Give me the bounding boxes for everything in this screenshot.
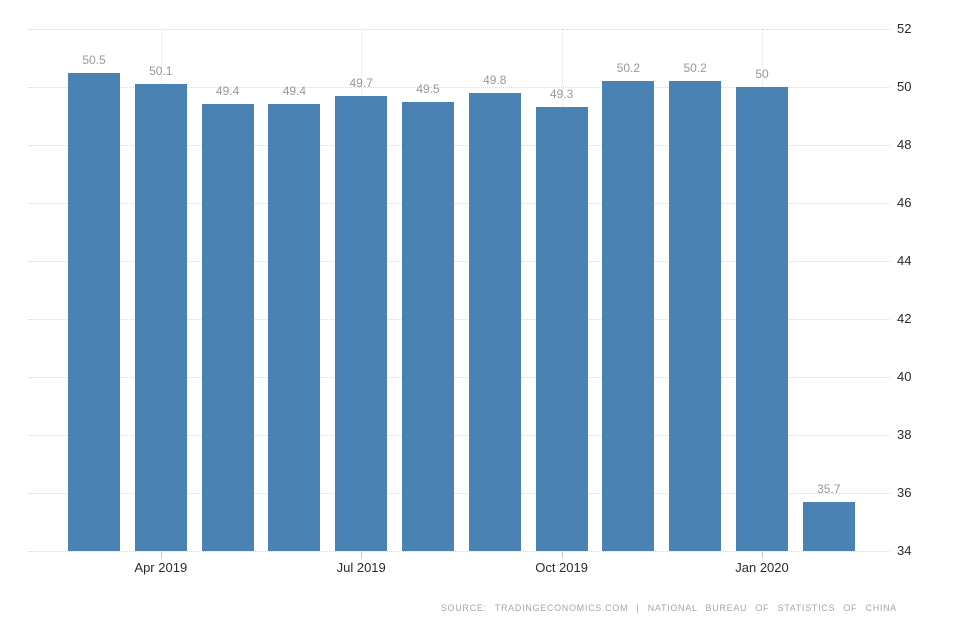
bar-value-label: 49.3 xyxy=(549,87,574,102)
bar[interactable] xyxy=(268,104,321,551)
bar-value-label: 35.7 xyxy=(817,481,841,496)
horizontal-gridline xyxy=(28,319,890,320)
x-axis-tick xyxy=(561,552,563,558)
source-note: SOURCE: TRADINGECONOMICS.COM | NATIONAL … xyxy=(440,603,897,613)
bar[interactable] xyxy=(402,101,454,551)
horizontal-gridline xyxy=(28,261,890,262)
x-axis-tick-label: Oct 2019 xyxy=(535,560,588,575)
horizontal-gridline xyxy=(28,29,890,30)
y-axis-tick-label: 34 xyxy=(897,543,912,558)
x-axis-tick xyxy=(762,552,763,558)
y-axis-tick-label: 46 xyxy=(897,195,912,210)
y-axis-tick-label: 38 xyxy=(897,427,912,442)
y-axis-tick-label: 52 xyxy=(897,21,912,36)
bar-value-label: 50.2 xyxy=(683,61,707,76)
y-axis-tick-label: 50 xyxy=(897,79,912,94)
horizontal-gridline xyxy=(28,87,890,88)
bar[interactable] xyxy=(736,87,788,551)
bar-value-label: 49.5 xyxy=(416,81,440,96)
horizontal-gridline xyxy=(28,203,890,204)
bar-value-label: 49.4 xyxy=(282,84,307,99)
x-axis-tick xyxy=(361,552,363,558)
bar-value-label: 50.5 xyxy=(82,52,106,67)
horizontal-gridline xyxy=(28,551,890,552)
y-axis-tick-label: 36 xyxy=(897,485,912,500)
horizontal-gridline xyxy=(28,145,890,146)
bar-value-label: 49.7 xyxy=(349,75,373,90)
horizontal-gridline xyxy=(28,377,890,378)
x-axis-tick xyxy=(160,552,162,558)
y-axis-tick-label: 42 xyxy=(897,311,912,326)
x-axis-tick-label: Jan 2020 xyxy=(735,560,789,575)
bar[interactable] xyxy=(669,81,722,551)
bar[interactable] xyxy=(201,104,254,551)
bar[interactable] xyxy=(134,84,187,551)
bar[interactable] xyxy=(802,501,855,551)
horizontal-gridline xyxy=(28,435,890,436)
horizontal-gridline xyxy=(28,493,890,494)
bar[interactable] xyxy=(535,107,588,551)
y-axis-tick-label: 40 xyxy=(897,369,912,384)
bar-value-label: 50.2 xyxy=(616,61,641,76)
bar-value-label: 49.8 xyxy=(483,72,507,87)
x-axis-tick-label: Jul 2019 xyxy=(336,560,386,575)
bar-value-label: 50 xyxy=(755,67,769,81)
bar[interactable] xyxy=(468,92,521,551)
bar[interactable] xyxy=(602,81,655,551)
bar-value-label: 50.1 xyxy=(149,64,173,79)
x-axis-tick-label: Apr 2019 xyxy=(134,560,188,575)
y-axis-tick-label: 44 xyxy=(897,253,912,268)
bar[interactable] xyxy=(335,95,388,551)
bar-value-label: 49.4 xyxy=(215,84,240,99)
y-axis-tick-label: 48 xyxy=(897,137,912,152)
bar[interactable] xyxy=(68,72,120,551)
